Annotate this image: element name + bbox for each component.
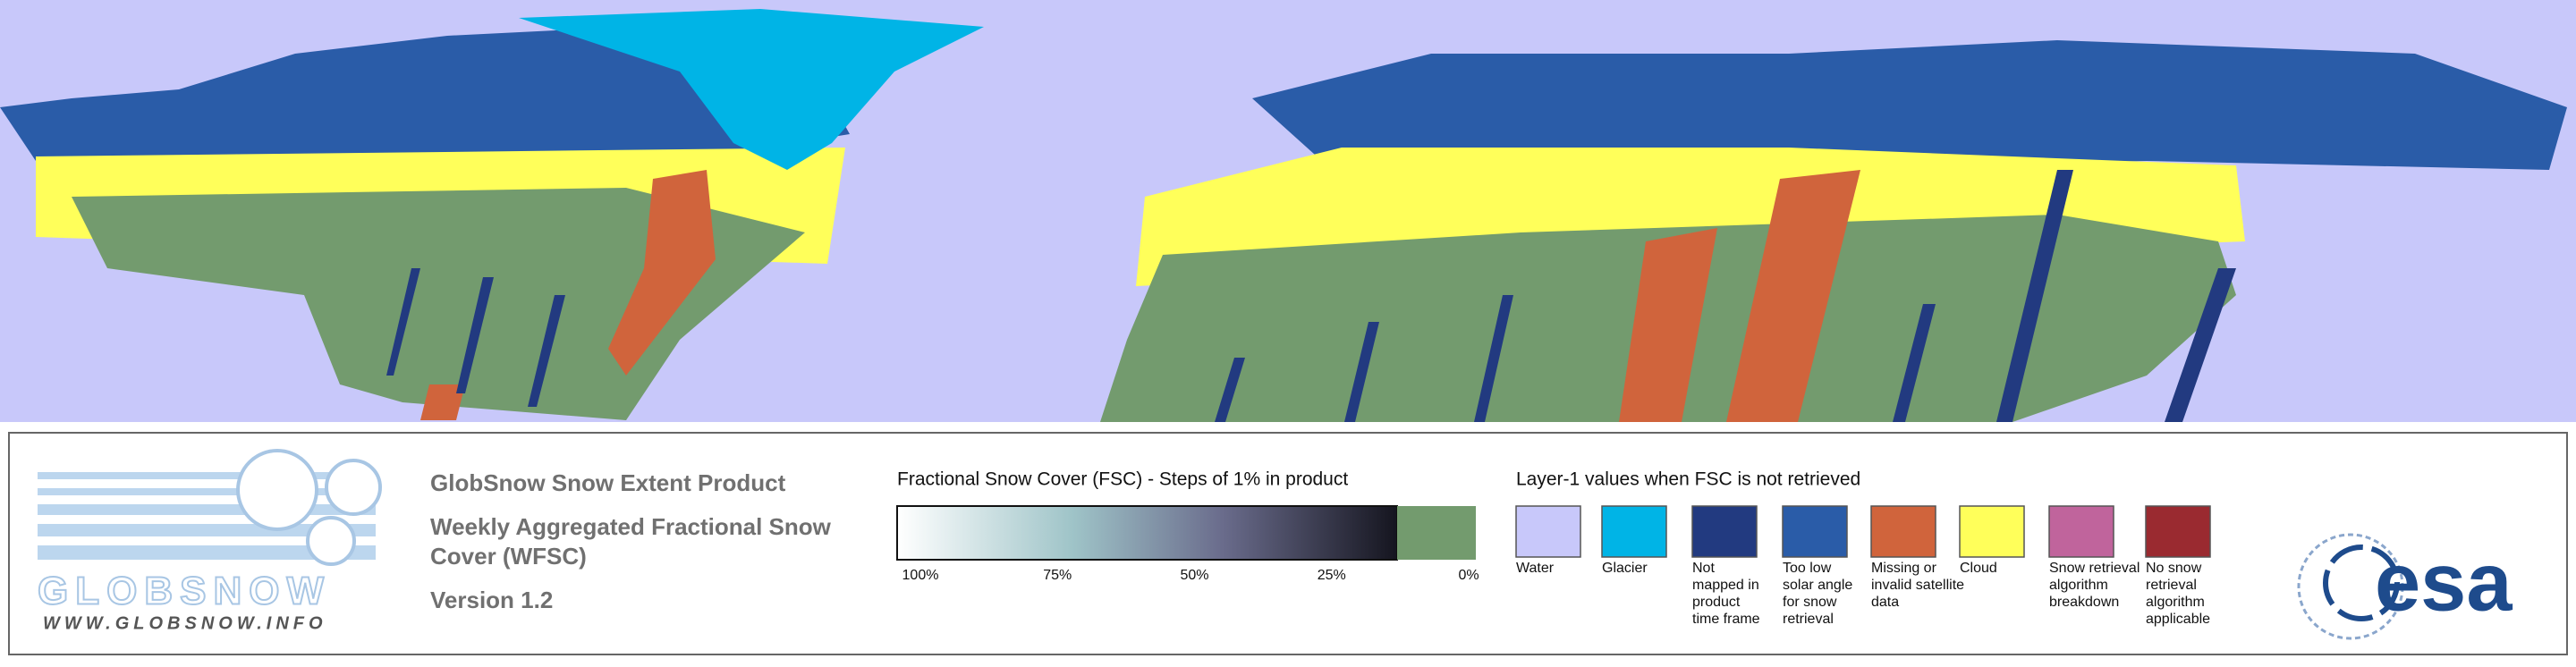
legend-swatch — [1782, 505, 1848, 558]
legend-swatch — [2048, 505, 2114, 558]
legend-swatch — [1515, 505, 1581, 558]
logo-name: GLOBSNOW — [38, 570, 331, 613]
esa-text: esa — [2375, 536, 2512, 628]
legend-label: applicable — [2146, 612, 2210, 627]
globsnow-logo: GLOBSNOW WWW.GLOBSNOW.INFO — [37, 449, 382, 633]
product-title: GlobSnow Snow Extent Product — [430, 469, 786, 496]
legend-label: Cloud — [1960, 561, 1997, 576]
esa-logo: esa — [2297, 533, 2512, 640]
fsc-title: Fractional Snow Cover (FSC) - Steps of 1… — [897, 469, 1348, 490]
legend-label: Too low — [1783, 561, 1832, 576]
legend-label: data — [1871, 595, 1899, 610]
map — [0, 0, 2576, 422]
logo-url: WWW.GLOBSNOW.INFO — [43, 613, 327, 633]
legend-label: Snow retrieval — [2049, 561, 2140, 576]
product-subtitle: Cover (WFSC) — [430, 543, 587, 570]
legend-swatch — [1870, 505, 1936, 558]
legend-label: Not — [1692, 561, 1715, 576]
legend-label: product — [1692, 595, 1741, 610]
fsc-gradient — [896, 505, 1398, 561]
fsc-zero-box — [1397, 506, 1476, 560]
fsc-tick-label: 25% — [1318, 568, 1346, 583]
legend-label: breakdown — [2049, 595, 2119, 610]
legend-swatch — [2145, 505, 2211, 558]
layer1-legend: Water Glacier Not mapped in product time fram… — [1515, 505, 2211, 627]
legend-label: Glacier — [1602, 561, 1648, 576]
fsc-tick-label: 100% — [902, 568, 939, 583]
legend-swatch — [1959, 505, 2025, 558]
fsc-tick-label: 50% — [1180, 568, 1208, 583]
legend-label: Missing or — [1871, 561, 1937, 576]
legend-label: mapped in — [1692, 578, 1759, 593]
legend-label: solar angle — [1783, 578, 1852, 593]
product-subtitle: Weekly Aggregated Fractional Snow — [430, 513, 832, 540]
legend-swatch — [1601, 505, 1667, 558]
legend-label: algorithm — [2049, 578, 2108, 593]
layer1-title: Layer-1 values when FSC is not retrieved — [1516, 469, 1860, 490]
legend-label: algorithm — [2146, 595, 2205, 610]
legend-label: No snow — [2146, 561, 2202, 576]
legend-label: retrieval — [1783, 612, 1834, 627]
fsc-tick-label: 0% — [1458, 568, 1479, 583]
legend-label: for snow — [1783, 595, 1837, 610]
legend-swatch — [1691, 505, 1758, 558]
product-version: Version 1.2 — [430, 587, 553, 613]
legend-label: Water — [1516, 561, 1555, 576]
fsc-tick-label: 75% — [1043, 568, 1072, 583]
legend-label: time frame — [1692, 612, 1760, 627]
legend-label: retrieval — [2146, 578, 2197, 593]
legend-label: invalid satellite — [1871, 578, 1964, 593]
fsc-ticks: 100% 75% 50% 25% 0% — [902, 568, 1479, 583]
